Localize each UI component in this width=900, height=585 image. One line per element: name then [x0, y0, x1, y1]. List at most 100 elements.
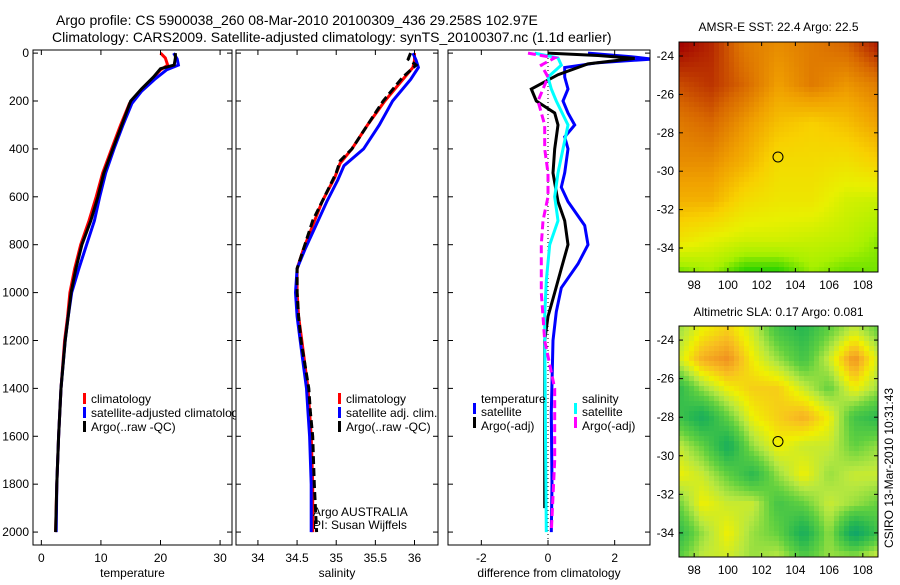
heatmap-cell: [854, 371, 860, 377]
heatmap-cell: [764, 137, 770, 143]
heatmap-cell: [804, 177, 810, 183]
heatmap-cell: [829, 401, 835, 407]
heatmap-cell: [714, 242, 720, 248]
heatmap-cell: [749, 87, 755, 93]
heatmap-cell: [794, 456, 800, 462]
heatmap-cell: [854, 192, 860, 198]
legend-title-temperature: temperature: [481, 392, 546, 406]
heatmap-cell: [704, 187, 710, 193]
heatmap-cell: [804, 336, 810, 342]
heatmap-cell: [779, 451, 785, 457]
heatmap-cell: [799, 371, 805, 377]
heatmap-cell: [829, 192, 835, 198]
heatmap-cell: [799, 112, 805, 118]
heatmap-cell: [779, 501, 785, 507]
heatmap-cell: [794, 82, 800, 88]
heatmap-cell: [794, 466, 800, 472]
heatmap-cell: [744, 222, 750, 228]
heatmap-cell: [799, 536, 805, 542]
heatmap-cell: [769, 531, 775, 537]
heatmap-cell: [709, 341, 715, 347]
heatmap-cell: [834, 172, 840, 178]
heatmap-cell: [769, 87, 775, 93]
heatmap-cell: [859, 471, 865, 477]
heatmap-cell: [774, 346, 780, 352]
heatmap-cell: [724, 57, 730, 63]
heatmap-cell: [804, 162, 810, 168]
heatmap-cell: [724, 127, 730, 133]
heatmap-cell: [769, 351, 775, 357]
heatmap-cell: [829, 546, 835, 552]
heatmap-cell: [824, 87, 830, 93]
heatmap-cell: [729, 162, 735, 168]
heatmap-cell: [814, 137, 820, 143]
heatmap-cell: [709, 516, 715, 522]
heatmap-cell: [719, 162, 725, 168]
heatmap-cell: [869, 391, 875, 397]
heatmap-cell: [854, 267, 860, 273]
heatmap-cell: [779, 52, 785, 58]
heatmap-cell: [769, 207, 775, 213]
heatmap-cell: [744, 466, 750, 472]
heatmap-cell: [854, 486, 860, 492]
heatmap-cell: [699, 361, 705, 367]
heatmap-cell: [704, 551, 710, 557]
heatmap-cell: [819, 361, 825, 367]
heatmap-cell: [764, 501, 770, 507]
heatmap-cell: [809, 431, 815, 437]
heatmap-cell: [849, 87, 855, 93]
heatmap-cell: [779, 521, 785, 527]
heatmap-cell: [699, 172, 705, 178]
heatmap-cell: [844, 182, 850, 188]
heatmap-cell: [714, 107, 720, 113]
heatmap-cell: [869, 481, 875, 487]
heatmap-cell: [834, 207, 840, 213]
heatmap-cell: [819, 471, 825, 477]
heatmap-cell: [724, 112, 730, 118]
heatmap-cell: [824, 172, 830, 178]
heatmap-cell: [814, 157, 820, 163]
heatmap-cell: [719, 426, 725, 432]
heatmap-cell: [839, 157, 845, 163]
heatmap-cell: [859, 267, 865, 273]
heatmap-cell: [744, 341, 750, 347]
heatmap-cell: [729, 551, 735, 557]
heatmap-cell: [819, 137, 825, 143]
heatmap-cell: [769, 242, 775, 248]
heatmap-cell: [784, 341, 790, 347]
heatmap-cell: [794, 436, 800, 442]
heatmap-cell: [839, 247, 845, 253]
heatmap-cell: [779, 531, 785, 537]
heatmap-cell: [739, 137, 745, 143]
heatmap-cell: [804, 526, 810, 532]
heatmap-cell: [809, 157, 815, 163]
heatmap-cell: [689, 247, 695, 253]
heatmap-cell: [719, 42, 725, 48]
heatmap-cell: [819, 47, 825, 53]
heatmap-cell: [784, 401, 790, 407]
heatmap-cell: [694, 232, 700, 238]
heatmap-cell: [764, 361, 770, 367]
heatmap-cell: [724, 341, 730, 347]
heatmap-cell: [749, 371, 755, 377]
legend-swatch: [574, 403, 577, 414]
heatmap-cell: [734, 351, 740, 357]
heatmap-cell: [784, 436, 790, 442]
heatmap-cell: [834, 217, 840, 223]
heatmap-cell: [779, 82, 785, 88]
heatmap-cell: [764, 531, 770, 537]
heatmap-cell: [699, 127, 705, 133]
heatmap-cell: [869, 406, 875, 412]
heatmap-cell: [764, 391, 770, 397]
heatmap-cell: [854, 82, 860, 88]
heatmap-cell: [734, 401, 740, 407]
heatmap-cell: [739, 496, 745, 502]
heatmap-cell: [774, 137, 780, 143]
heatmap-cell: [684, 267, 690, 273]
heatmap-cell: [784, 446, 790, 452]
heatmap-cell: [679, 486, 685, 492]
heatmap-cell: [859, 346, 865, 352]
heatmap-cell: [804, 217, 810, 223]
heatmap-cell: [689, 157, 695, 163]
heatmap-cell: [804, 346, 810, 352]
